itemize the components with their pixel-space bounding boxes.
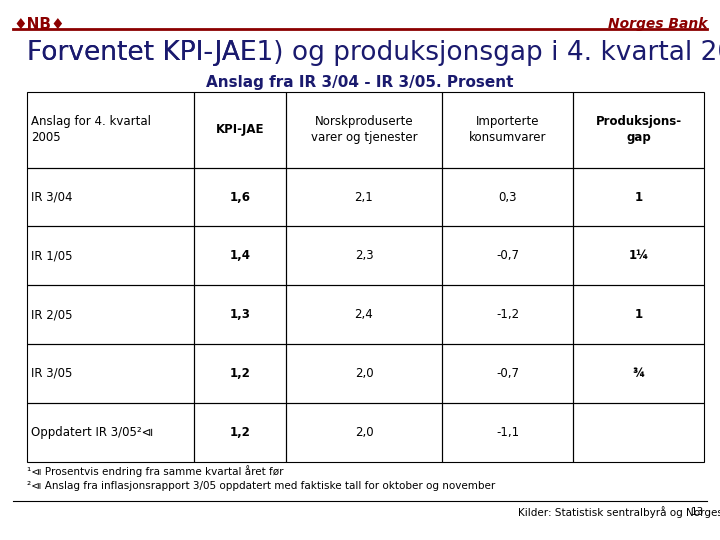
Text: Kilder: Statistisk sentralbyrå og Norges Bank: Kilder: Statistisk sentralbyrå og Norges… [518, 507, 720, 518]
Text: IR 1/05: IR 1/05 [31, 249, 73, 262]
Bar [573, 403, 704, 462]
Text: Oppdatert IR 3/05²⧏: Oppdatert IR 3/05²⧏ [31, 426, 153, 439]
Bar [194, 285, 286, 344]
Text: Norskproduserte
varer og tjenester: Norskproduserte varer og tjenester [310, 115, 418, 144]
Text: 0,3: 0,3 [498, 191, 517, 204]
Bar [27, 167, 194, 226]
Text: 13: 13 [691, 507, 704, 517]
Bar [286, 167, 442, 226]
Bar [442, 344, 573, 403]
Text: Importerte
konsumvarer: Importerte konsumvarer [469, 115, 546, 144]
Text: 2,1: 2,1 [355, 191, 374, 204]
Bar [442, 167, 573, 226]
Text: 1,2: 1,2 [230, 426, 251, 439]
Bar [27, 403, 194, 462]
Text: Forventet KPI-JAE: Forventet KPI-JAE [27, 40, 257, 66]
Bar [442, 403, 573, 462]
Bar [573, 226, 704, 285]
Bar [194, 403, 286, 462]
Bar [194, 226, 286, 285]
Bar [194, 92, 286, 167]
Text: -1,2: -1,2 [496, 308, 519, 321]
Bar [573, 344, 704, 403]
Text: ♦NB♦: ♦NB♦ [13, 17, 65, 32]
Text: 2,0: 2,0 [355, 367, 373, 380]
Text: 1,3: 1,3 [230, 308, 251, 321]
Bar [27, 226, 194, 285]
Bar [27, 285, 194, 344]
Bar [27, 92, 194, 167]
Bar [442, 92, 573, 167]
Text: 2,0: 2,0 [355, 426, 373, 439]
Text: ²⧏ Anslag fra inflasjonsrapport 3/05 oppdatert med faktiske tall for oktober og : ²⧏ Anslag fra inflasjonsrapport 3/05 opp… [27, 481, 495, 491]
Text: IR 3/04: IR 3/04 [31, 191, 73, 204]
Text: -0,7: -0,7 [496, 249, 519, 262]
Text: -1,1: -1,1 [496, 426, 519, 439]
Bar [573, 167, 704, 226]
Text: Norges Bank: Norges Bank [608, 17, 707, 31]
Text: IR 3/05: IR 3/05 [31, 367, 72, 380]
Bar [286, 92, 442, 167]
Text: Anslag fra IR 3/04 - IR 3/05. Prosent: Anslag fra IR 3/04 - IR 3/05. Prosent [206, 75, 514, 90]
Text: Produksjons-
gap: Produksjons- gap [595, 115, 682, 144]
Text: Forventet KPI-JAE1) og produksjonsgap i 4. kvartal 2005: Forventet KPI-JAE1) og produksjonsgap i … [27, 40, 720, 66]
Text: KPI-JAE: KPI-JAE [216, 123, 264, 136]
Text: 2,4: 2,4 [355, 308, 374, 321]
Bar [286, 344, 442, 403]
Text: 1: 1 [634, 308, 643, 321]
Bar [573, 92, 704, 167]
Text: ¹⧏ Prosentvis endring fra samme kvartal året før: ¹⧏ Prosentvis endring fra samme kvartal … [27, 465, 284, 477]
Bar [194, 167, 286, 226]
Bar [286, 226, 442, 285]
Bar [286, 403, 442, 462]
Bar [573, 285, 704, 344]
Bar [442, 285, 573, 344]
Text: 1,4: 1,4 [230, 249, 251, 262]
Text: ¾: ¾ [632, 367, 644, 380]
Bar [27, 344, 194, 403]
Text: IR 2/05: IR 2/05 [31, 308, 73, 321]
Text: 1,2: 1,2 [230, 367, 251, 380]
Text: 1¼: 1¼ [629, 249, 649, 262]
Bar [194, 344, 286, 403]
Text: -0,7: -0,7 [496, 367, 519, 380]
Text: 1: 1 [634, 191, 643, 204]
Bar [442, 226, 573, 285]
Text: Anslag for 4. kvartal
2005: Anslag for 4. kvartal 2005 [31, 115, 151, 144]
Bar [286, 285, 442, 344]
Text: 1,6: 1,6 [230, 191, 251, 204]
Text: 2,3: 2,3 [355, 249, 373, 262]
